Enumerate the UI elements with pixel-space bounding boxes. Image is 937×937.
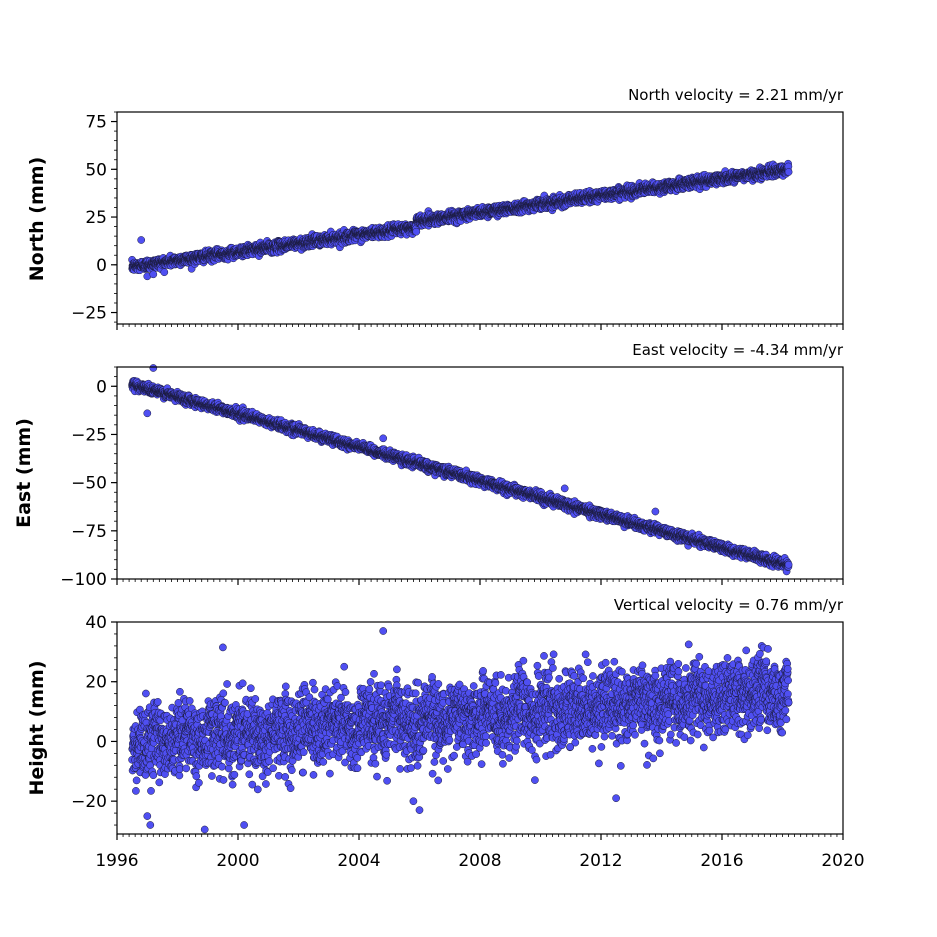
ytick-label: 75 — [85, 113, 107, 133]
outlier-point — [137, 236, 146, 244]
annotation-north: North velocity = 2.21 mm/yr — [628, 86, 844, 104]
ytick-label: −25 — [71, 304, 107, 324]
data-point — [784, 168, 793, 176]
points-north — [128, 159, 793, 281]
ylabel-north: North (mm) — [26, 157, 48, 282]
outlier-point — [149, 270, 158, 279]
panel-east: East velocity = -4.34 mm/yr East (mm) −1… — [13, 341, 844, 590]
data-point — [412, 227, 421, 236]
ytick-label: 25 — [85, 208, 107, 228]
xticks-north — [116, 324, 844, 330]
ytick-label: 0 — [96, 256, 107, 276]
yticks-north: −25 0 25 50 75 — [71, 111, 117, 324]
panel-north: North velocity = 2.21 mm/yr North (mm) −… — [26, 86, 844, 330]
ylabel-east: East (mm) — [13, 418, 35, 528]
data-point — [160, 268, 169, 277]
points-east — [128, 364, 793, 576]
ytick-label: 50 — [85, 160, 107, 180]
annotation-east: East velocity = -4.34 mm/yr — [632, 341, 844, 359]
